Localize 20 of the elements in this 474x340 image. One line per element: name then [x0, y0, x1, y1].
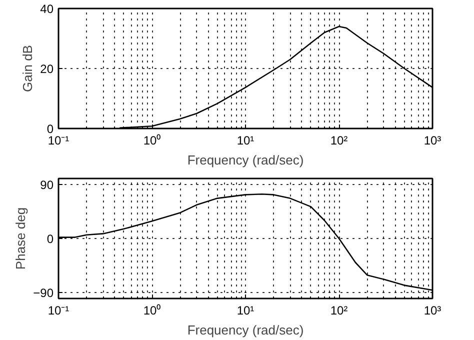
y-tick-label: −90 [33, 286, 54, 300]
y-tick-label: 40 [40, 2, 54, 16]
x-tick-label: 10¹ [236, 134, 254, 148]
x-tick-label: 10⁻¹ [48, 304, 70, 318]
x-tick-label: 10⁻¹ [48, 134, 70, 148]
x-tick-label: 10³ [424, 134, 442, 148]
x-tick-label: 10⁰ [143, 304, 161, 318]
x-tick-label: 10² [330, 304, 348, 318]
x-tick-label: 10³ [424, 304, 442, 318]
y-tick-label: 90 [40, 178, 54, 192]
y-axis-title: Phase deg [13, 207, 28, 270]
y-tick-label: 0 [46, 122, 54, 136]
x-tick-label: 10¹ [236, 304, 254, 318]
x-axis-title: Frequency (rad/sec) [187, 322, 304, 338]
y-tick-label: 20 [40, 62, 54, 76]
x-tick-label: 10² [330, 134, 348, 148]
x-tick-label: 10⁰ [143, 134, 161, 148]
y-tick-label: 0 [46, 232, 54, 246]
y-axis-title: Gain dB [20, 45, 36, 92]
x-axis-title: Frequency (rad/sec) [187, 152, 304, 168]
